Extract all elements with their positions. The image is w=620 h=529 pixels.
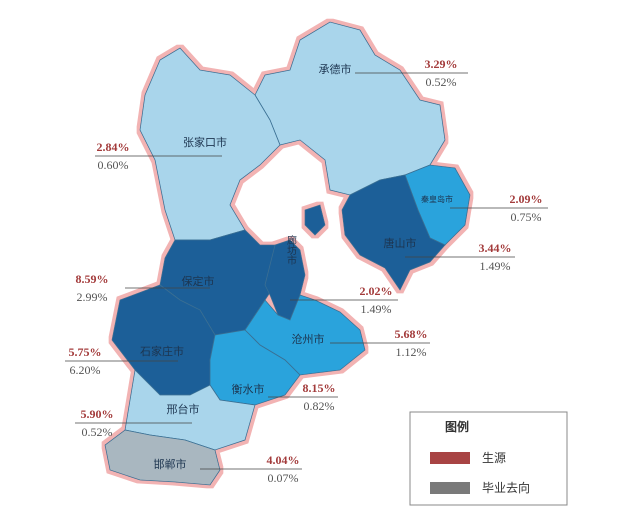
- source-pct: 2.84%: [97, 140, 130, 154]
- employment-pct: 1.12%: [396, 345, 427, 359]
- source-pct: 5.90%: [81, 407, 114, 421]
- source-pct: 8.15%: [303, 381, 336, 395]
- region-tianjin-part: [304, 204, 326, 236]
- employment-pct: 2.99%: [77, 290, 108, 304]
- region-handan: [104, 429, 221, 486]
- employment-pct: 0.52%: [82, 425, 113, 439]
- region-hengshui: [209, 329, 301, 406]
- legend-swatch: [430, 452, 470, 464]
- source-pct: 5.68%: [395, 327, 428, 341]
- source-pct: 2.02%: [360, 284, 393, 298]
- legend-title: 图例: [445, 419, 469, 434]
- region-chengde: [254, 21, 446, 196]
- source-pct: 2.09%: [510, 192, 543, 206]
- source-pct: 3.29%: [425, 57, 458, 71]
- city-label: 衡水市: [232, 382, 265, 396]
- employment-pct: 0.07%: [268, 471, 299, 485]
- city-label: 沧州市: [292, 332, 325, 346]
- region-zhangjiakou: [139, 47, 281, 241]
- legend-label: 生源: [482, 451, 506, 465]
- employment-pct: 1.49%: [361, 302, 392, 316]
- legend-label: 毕业去向: [482, 480, 530, 495]
- employment-pct: 0.82%: [304, 399, 335, 413]
- city-label: 邢台市: [167, 402, 200, 416]
- employment-pct: 0.75%: [511, 210, 542, 224]
- source-pct: 3.44%: [479, 241, 512, 255]
- employment-pct: 0.60%: [98, 158, 129, 172]
- source-pct: 8.59%: [76, 272, 109, 286]
- city-label: 秦皇岛市: [421, 194, 453, 204]
- region-tangshan: [341, 174, 446, 291]
- city-label: 邯郸市: [154, 457, 187, 471]
- source-pct: 5.75%: [69, 345, 102, 359]
- legend-swatch: [430, 482, 470, 494]
- employment-pct: 0.52%: [426, 75, 457, 89]
- city-label: 张家口市: [183, 135, 227, 149]
- city-label: 廊坊市: [285, 234, 297, 266]
- city-label: 承德市: [319, 62, 352, 76]
- city-label: 保定市: [182, 274, 215, 288]
- source-pct: 4.04%: [267, 453, 300, 467]
- employment-pct: 1.49%: [480, 259, 511, 273]
- city-label: 唐山市: [384, 236, 417, 250]
- employment-pct: 6.20%: [70, 363, 101, 377]
- city-label: 石家庄市: [140, 344, 184, 358]
